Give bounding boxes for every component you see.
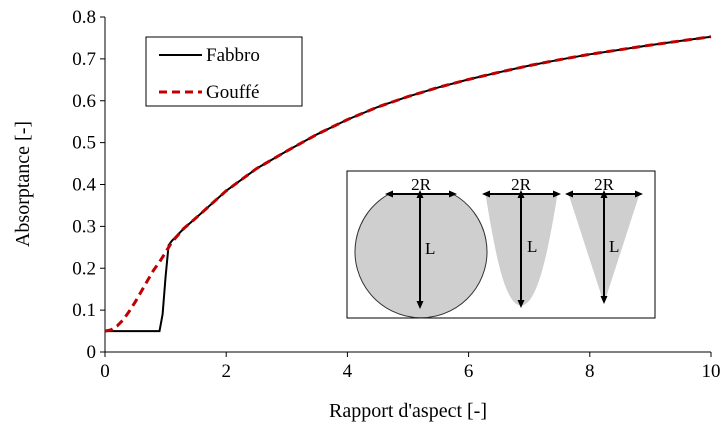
x-tick-label: 6 bbox=[464, 361, 474, 382]
series-line-gouffe bbox=[104, 35, 712, 333]
x-tick-label: 4 bbox=[343, 361, 353, 382]
y-tick-label: 0.3 bbox=[72, 216, 96, 237]
legend: Fabbro Gouffé bbox=[145, 36, 303, 107]
x-tick-label: 2 bbox=[221, 361, 231, 382]
sphere-width-label: 2R bbox=[411, 175, 432, 194]
y-tick-label: 0 bbox=[87, 342, 97, 363]
inset-diagram: 2R L 2R L 2R L bbox=[346, 170, 656, 319]
x-tick-label: 0 bbox=[100, 361, 110, 382]
cone-length-label: L bbox=[609, 237, 619, 256]
x-tick-label: 8 bbox=[585, 361, 595, 382]
cone-width-label: 2R bbox=[594, 175, 615, 194]
y-tick-label: 0.5 bbox=[72, 133, 96, 154]
x-axis-label: Rapport d'aspect [-] bbox=[329, 400, 487, 422]
cone-shape: 2R L bbox=[565, 175, 643, 304]
legend-label-fabbro: Fabbro bbox=[206, 45, 260, 66]
y-ticks: 0 0.1 0.2 0.3 0.4 0.5 0.6 0.7 0.8 bbox=[72, 7, 105, 363]
y-tick-label: 0.2 bbox=[72, 258, 96, 279]
legend-box bbox=[145, 36, 303, 107]
y-tick-label: 0.1 bbox=[72, 300, 96, 321]
y-tick-label: 0.8 bbox=[72, 7, 96, 28]
sphere-length-label: L bbox=[425, 239, 435, 258]
y-tick-label: 0.4 bbox=[72, 175, 96, 196]
legend-label-gouffe: Gouffé bbox=[206, 82, 259, 103]
y-tick-label: 0.7 bbox=[72, 49, 96, 70]
y-axis-label: Absorptance [-] bbox=[12, 121, 34, 247]
x-ticks: 0 2 4 6 8 10 bbox=[100, 352, 721, 382]
sphere-shape: 2R L bbox=[354, 175, 488, 319]
paraboloid-shape: 2R L bbox=[482, 175, 561, 308]
paraboloid-width-label: 2R bbox=[511, 175, 532, 194]
y-tick-label: 0.6 bbox=[72, 91, 96, 112]
paraboloid-length-label: L bbox=[527, 237, 537, 256]
x-tick-label: 10 bbox=[702, 361, 721, 382]
